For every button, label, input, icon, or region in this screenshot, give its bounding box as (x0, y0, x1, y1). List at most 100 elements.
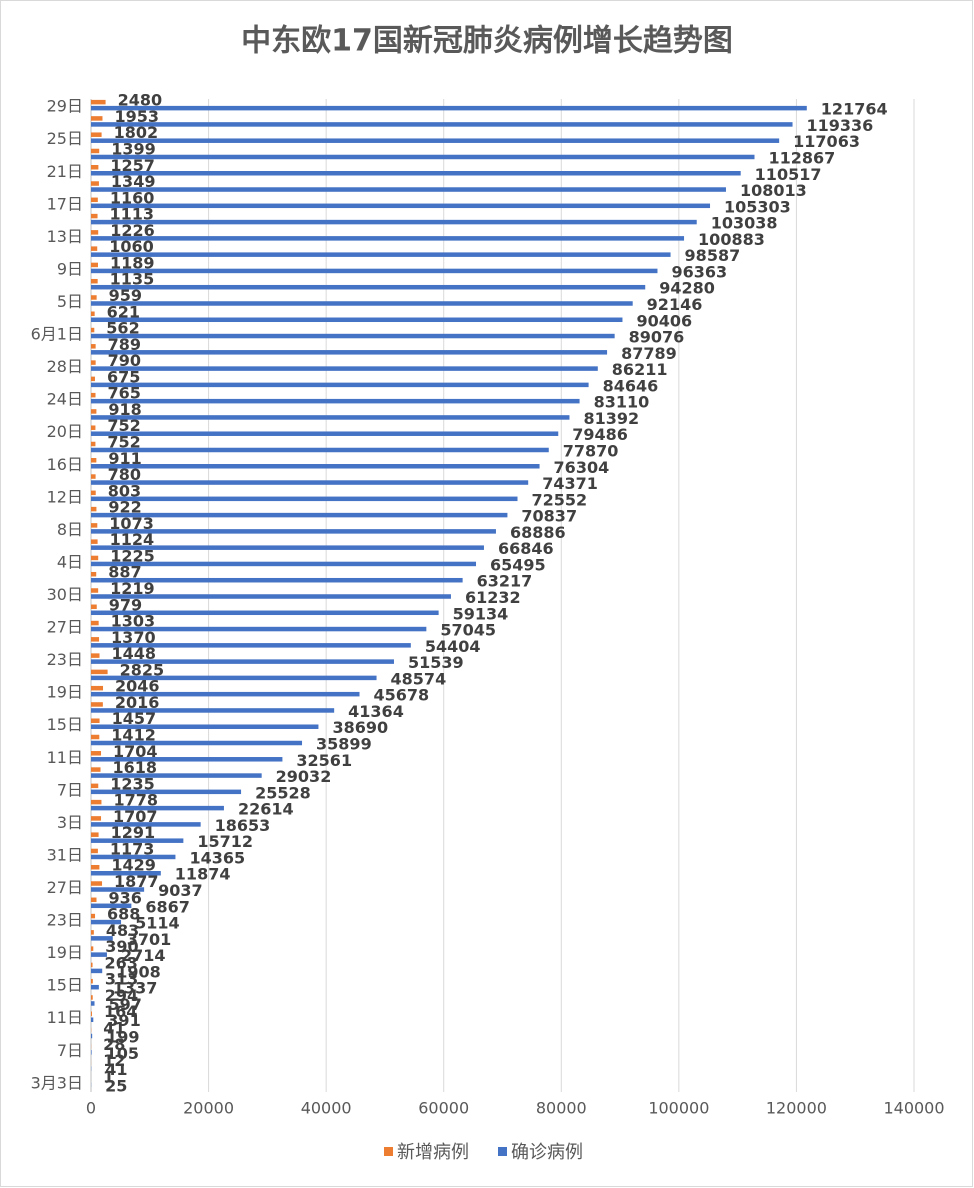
value-label: 92146 (647, 295, 703, 314)
bar (91, 838, 184, 843)
bar (91, 669, 108, 675)
y-tick-label: 6月1日 (31, 325, 83, 344)
y-tick-label: 15日 (47, 715, 83, 734)
bar (91, 252, 671, 257)
value-label: 9037 (158, 881, 203, 900)
value-label: 117063 (793, 132, 860, 151)
bar (91, 734, 100, 740)
value-label: 59134 (453, 604, 509, 623)
value-label: 313 (105, 970, 138, 989)
value-label: 2016 (115, 693, 160, 712)
bar (91, 637, 100, 642)
bar (91, 767, 101, 772)
value-label: 1448 (112, 644, 157, 663)
value-label: 390 (105, 937, 138, 956)
bar (91, 116, 103, 121)
legend-label: 确诊病例 (511, 1142, 583, 1163)
bar (91, 936, 113, 941)
value-label: 1349 (111, 172, 156, 191)
value-label: 110517 (755, 165, 822, 184)
y-tick-label: 24日 (47, 390, 83, 409)
value-label: 1219 (110, 579, 155, 598)
value-label: 98587 (685, 246, 741, 265)
value-label: 597 (109, 995, 142, 1014)
bar (91, 464, 540, 469)
value-label: 41364 (348, 702, 404, 721)
bar (91, 691, 360, 697)
bar (91, 946, 94, 951)
legend-swatch (498, 1147, 507, 1156)
value-label: 294 (105, 986, 138, 1005)
value-label: 94280 (659, 279, 715, 298)
bar (91, 171, 741, 176)
bar (91, 887, 145, 892)
y-tick-label: 8日 (57, 520, 83, 539)
bar (91, 870, 161, 876)
value-label: 803 (108, 481, 141, 500)
bar (91, 236, 685, 241)
bar (91, 138, 780, 143)
value-label: 61232 (465, 588, 521, 607)
bar (91, 675, 377, 681)
bar (91, 822, 201, 827)
bar (91, 262, 98, 268)
y-tick-label: 20日 (47, 422, 83, 441)
legend-label: 新增病例 (397, 1142, 469, 1163)
value-label: 83110 (594, 393, 650, 412)
value-label: 391 (107, 1011, 140, 1030)
bar (91, 724, 319, 729)
bar (91, 685, 104, 691)
bar (91, 230, 99, 235)
bar (91, 610, 439, 616)
value-label: 66846 (498, 539, 554, 558)
bar (91, 187, 726, 192)
value-label: 105 (106, 1044, 139, 1063)
value-label: 96363 (671, 262, 727, 281)
bar (91, 447, 549, 453)
value-label: 765 (107, 384, 140, 403)
value-label: 1370 (111, 628, 156, 647)
value-label: 84646 (603, 376, 659, 395)
bar (91, 99, 106, 105)
bar (91, 1017, 94, 1022)
bar (91, 295, 97, 300)
value-label: 81392 (583, 409, 639, 428)
bar (91, 968, 103, 974)
value-label: 76304 (554, 458, 610, 477)
value-label: 119336 (807, 116, 874, 135)
y-tick-label: 5日 (57, 292, 83, 311)
value-label: 121764 (821, 100, 888, 119)
value-label: 41 (103, 1019, 125, 1038)
value-label: 688 (107, 905, 140, 924)
chart-title: 中东欧17国新冠肺炎病例增长趋势图 (241, 24, 733, 59)
bar (91, 789, 242, 795)
value-label: 1618 (113, 758, 158, 777)
x-tick-label: 120000 (766, 1099, 827, 1118)
value-label: 18653 (215, 816, 271, 835)
bar (91, 978, 93, 984)
bar (91, 539, 98, 544)
bar (91, 425, 96, 430)
value-label: 1429 (111, 856, 156, 875)
x-tick-label: 0 (86, 1099, 96, 1118)
value-label: 1291 (111, 823, 156, 842)
bar (91, 512, 508, 518)
y-tick-label: 11日 (47, 1008, 83, 1027)
bar (91, 571, 97, 577)
value-label: 1060 (109, 237, 154, 256)
bar (91, 626, 427, 632)
value-label: 1124 (110, 530, 155, 549)
value-label: 54404 (425, 637, 481, 656)
value-label: 22614 (238, 800, 294, 819)
value-label: 1953 (114, 107, 159, 126)
bar (91, 197, 98, 203)
value-label: 922 (108, 498, 141, 517)
value-label: 2480 (118, 91, 163, 110)
bar (91, 1011, 92, 1016)
bar (91, 783, 99, 789)
value-label: 1257 (110, 156, 155, 175)
bar (91, 350, 608, 355)
y-tick-label: 17日 (47, 194, 83, 213)
bar (91, 545, 484, 550)
